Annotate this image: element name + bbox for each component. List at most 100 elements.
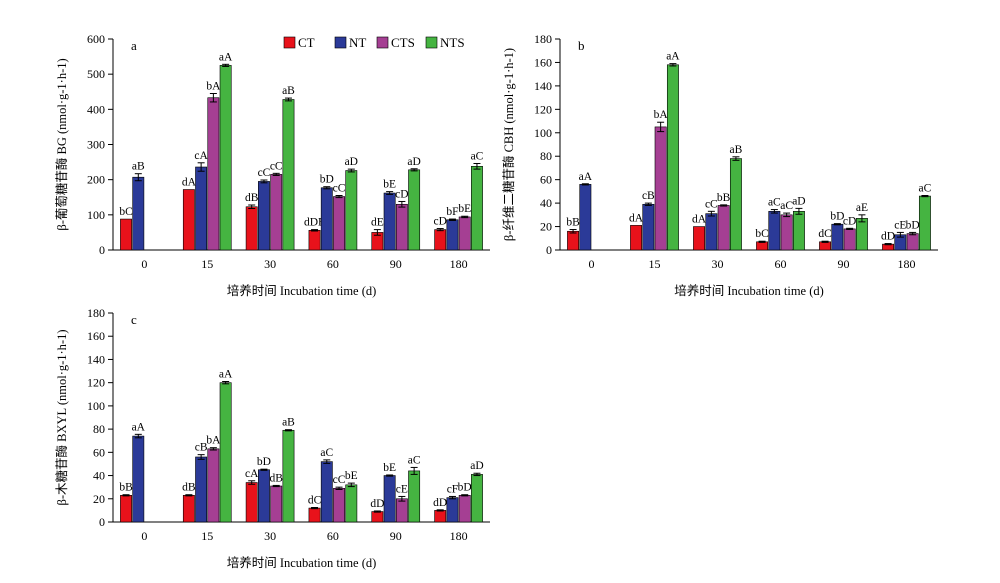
bar-ct <box>434 229 447 251</box>
data-label: cC <box>270 160 283 172</box>
data-label: aA <box>579 171 593 183</box>
bar-cts <box>458 494 471 523</box>
x-tick-label: 60 <box>327 529 339 543</box>
data-label: bE <box>383 462 396 474</box>
data-label: aB <box>282 417 295 429</box>
bar-nt <box>642 203 655 251</box>
data-label: cC <box>333 474 346 486</box>
y-tick-label: 100 <box>87 399 105 413</box>
data-label: aC <box>320 447 333 459</box>
bar-nt <box>579 184 592 251</box>
x-tick-label: 0 <box>589 257 595 271</box>
bar-cts <box>270 174 283 251</box>
data-label: cB <box>642 190 655 202</box>
bar-nts <box>282 429 295 523</box>
data-label: bB <box>717 192 731 204</box>
panel-b: 0 20 40 60 80 100 120 140 160 180 0 15 30 60 90 180 b 培养时… <box>501 32 938 298</box>
bar-nt <box>831 223 844 251</box>
legend-label: NTS <box>440 35 465 50</box>
bar-nts <box>666 64 679 251</box>
bar-ct <box>567 230 580 251</box>
x-axis-title: 培养时间 Incubation time (d) <box>674 283 824 298</box>
bar-ct <box>245 482 258 523</box>
y-tick-label: 120 <box>87 376 105 390</box>
data-label: dDE <box>304 217 325 229</box>
bar-nts <box>918 195 931 251</box>
data-label: dC <box>308 494 322 506</box>
bar-cts <box>654 126 667 251</box>
data-label: bF <box>446 206 458 218</box>
bar-nts <box>471 474 483 523</box>
bar-cts <box>458 216 471 251</box>
bar-nt <box>768 211 781 251</box>
bar-cts <box>333 488 345 523</box>
y-tick-label: 60 <box>93 445 105 459</box>
panel-label: c <box>131 312 137 327</box>
data-label: aD <box>345 156 358 168</box>
legend-swatch-nts <box>425 36 438 49</box>
y-tick-label: 100 <box>534 126 552 140</box>
bar-ct <box>120 218 132 251</box>
y-tick-label: 20 <box>540 220 552 234</box>
bar-ct <box>630 225 643 251</box>
data-label: aC <box>919 182 932 194</box>
bar-nt <box>446 219 459 251</box>
bar-nt <box>258 181 270 251</box>
data-label: dB <box>245 192 259 204</box>
data-label: dD <box>370 498 384 510</box>
y-tick-label: 80 <box>93 422 105 436</box>
x-tick-label: 180 <box>898 257 916 271</box>
data-label: bA <box>206 81 221 93</box>
data-label: bC <box>119 206 133 218</box>
bar-nt <box>320 461 333 523</box>
bar-nts <box>345 170 358 251</box>
panel-label: b <box>578 38 585 53</box>
data-label: cD <box>433 216 446 228</box>
panel-c: 0 20 40 60 80 100 120 140 160 180 0 15 30 60 90 180 c 培养时… <box>54 306 490 570</box>
x-axis-title: 培养时间 Incubation time (d) <box>227 555 377 570</box>
data-label: aA <box>219 369 233 381</box>
y-tick-label: 180 <box>534 32 552 46</box>
data-label: bC <box>755 228 769 240</box>
data-label: dA <box>629 212 644 224</box>
legend: CT NT CTS NTS <box>283 35 465 50</box>
bar-ct <box>756 241 769 251</box>
bar-cts <box>207 448 220 523</box>
bar-cts <box>780 214 793 251</box>
panel-a: 0 100 200 300 400 500 600 0 15 30 60 90 180 a 培养时间 Inc… <box>54 32 490 298</box>
data-label: cB <box>195 442 208 454</box>
data-label: cC <box>258 167 271 179</box>
y-tick-label: 0 <box>546 243 552 257</box>
data-label: cA <box>245 468 259 480</box>
y-tick-label: 40 <box>93 469 105 483</box>
x-tick-label: 15 <box>649 257 661 271</box>
bar-ct <box>819 241 832 251</box>
x-tick-label: 15 <box>201 529 213 543</box>
data-label: bD <box>257 456 271 468</box>
x-tick-label: 30 <box>712 257 724 271</box>
data-label: cC <box>333 182 346 194</box>
bar-ct <box>182 189 195 251</box>
data-label: aB <box>132 161 145 173</box>
y-tick-label: 500 <box>87 67 105 81</box>
x-tick-label: 0 <box>141 529 147 543</box>
data-label: cC <box>705 198 718 210</box>
panel-label: a <box>131 38 137 53</box>
x-tick-label: 0 <box>141 257 147 271</box>
data-label: cD <box>843 215 856 227</box>
bar-ct <box>371 511 384 523</box>
bar-ct <box>245 206 258 251</box>
bar-nt <box>258 469 270 523</box>
data-label: aC <box>471 150 484 162</box>
legend-swatch-cts <box>376 36 389 49</box>
y-tick-label: 100 <box>87 208 105 222</box>
bar-ct <box>308 507 321 523</box>
bar-nt <box>195 166 208 251</box>
bar-ct <box>120 494 132 523</box>
legend-swatch-nt <box>334 36 347 49</box>
bar-cts <box>270 485 283 523</box>
y-tick-label: 200 <box>87 173 105 187</box>
data-label: dC <box>818 228 832 240</box>
y-tick-label: 40 <box>540 196 552 210</box>
bar-cts <box>333 196 345 251</box>
